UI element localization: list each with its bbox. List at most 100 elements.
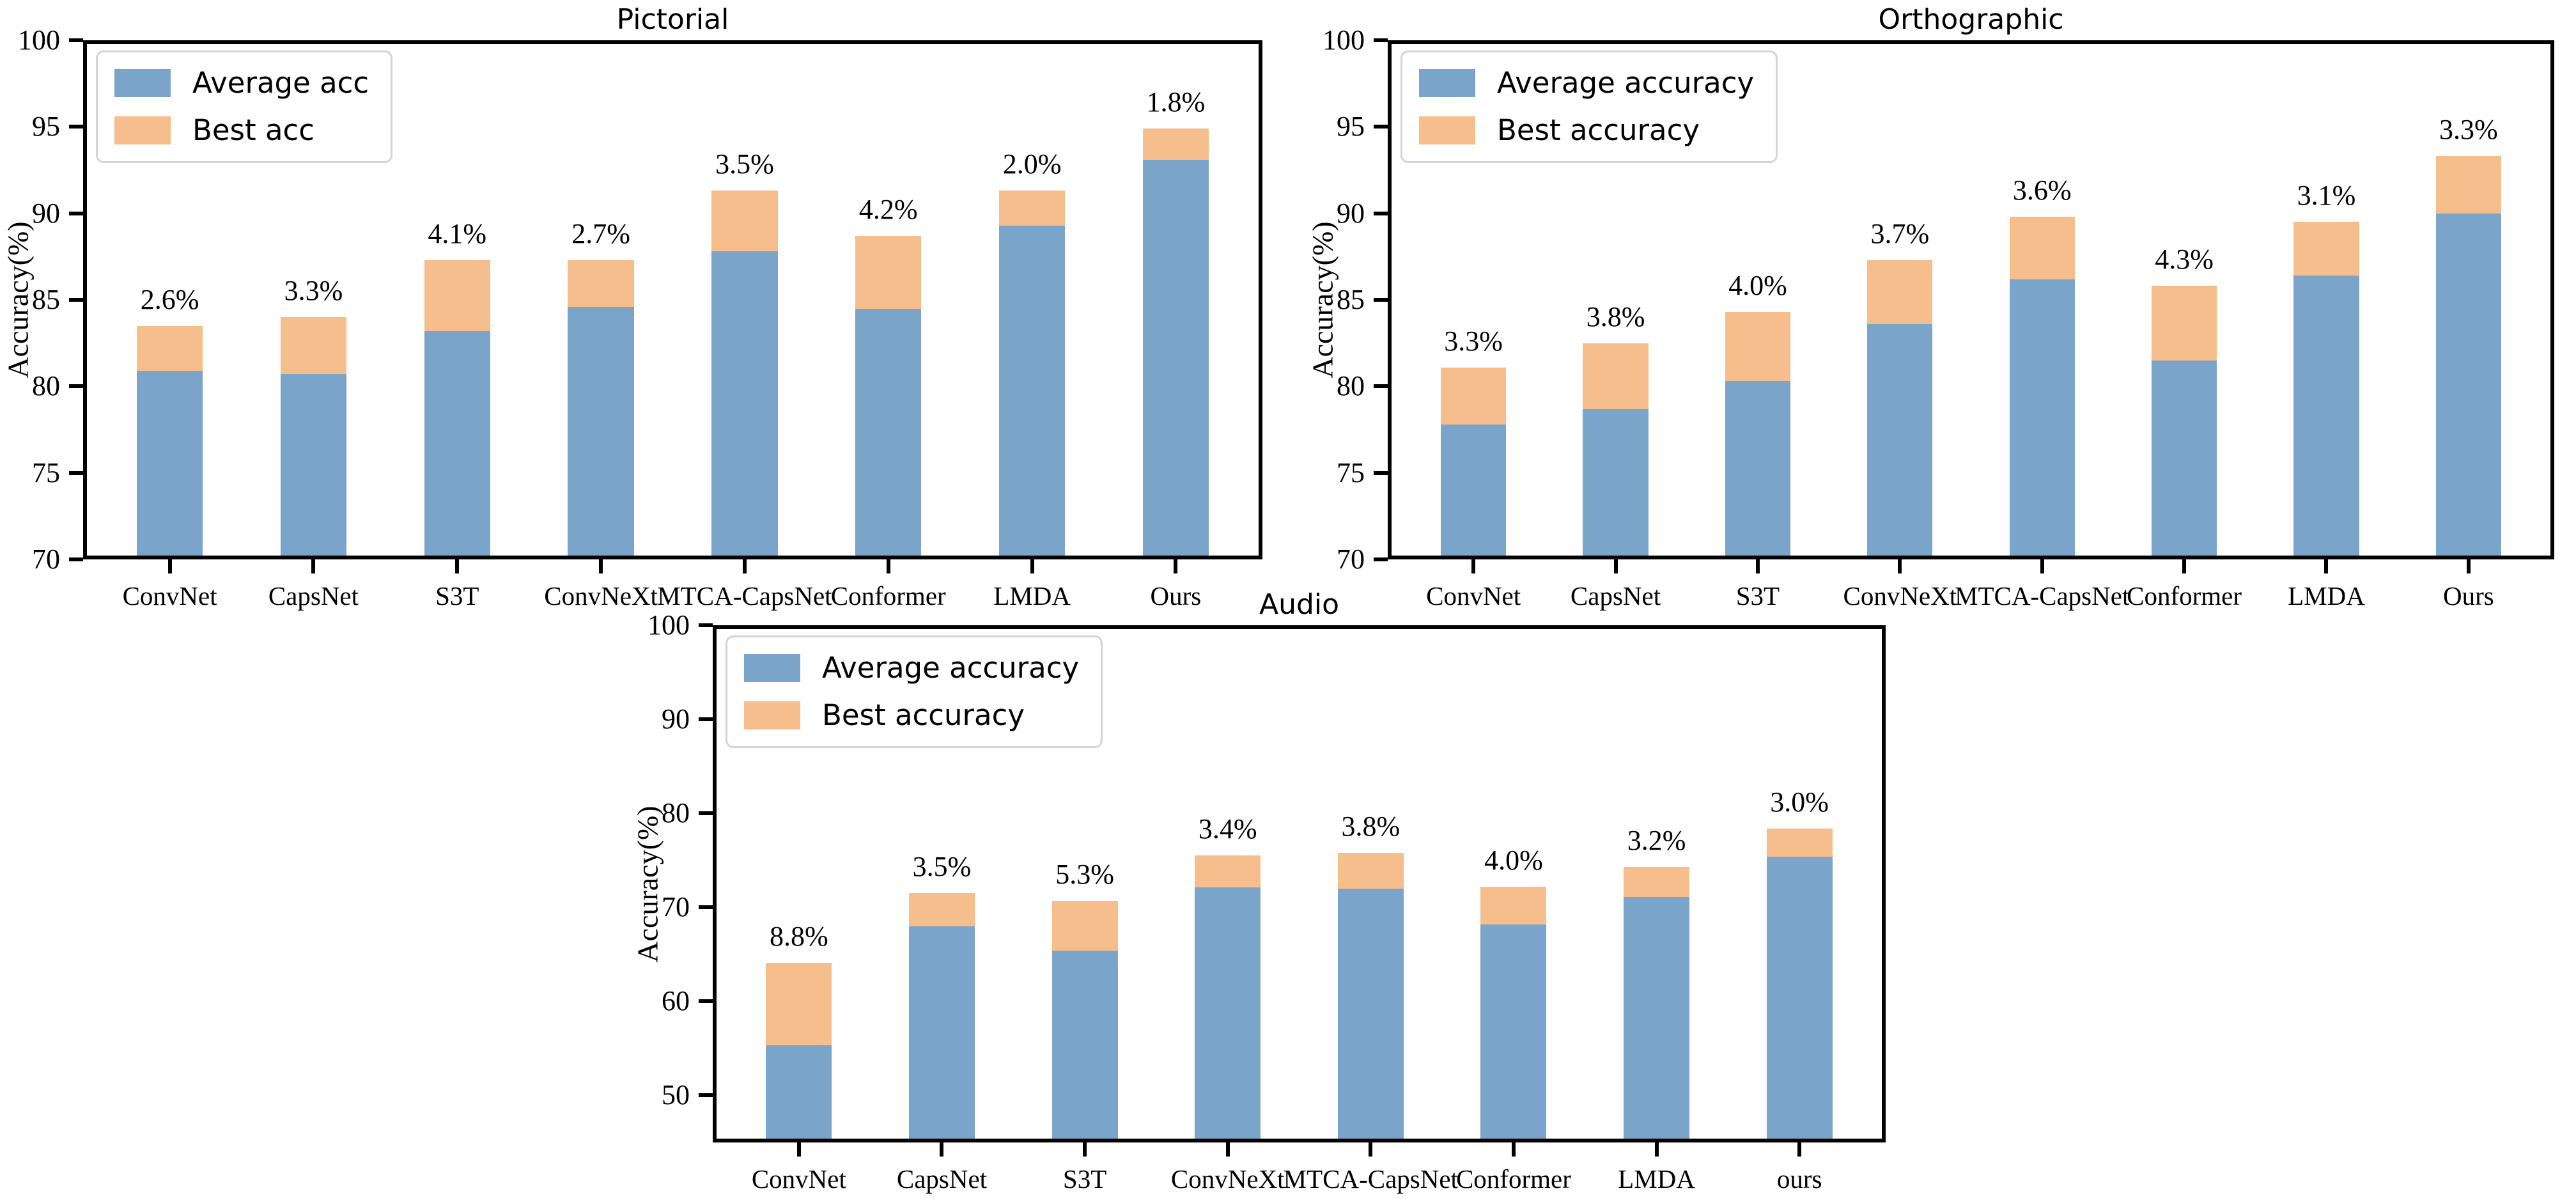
bar-best (1725, 311, 1791, 382)
bar-average (1583, 409, 1649, 556)
x-tick-label: ConvNet (751, 1164, 846, 1194)
bar-value-label: 3.2% (1627, 825, 1686, 857)
bar-average (1440, 424, 1507, 556)
bar-best (998, 191, 1066, 226)
y-tick-mark (69, 38, 83, 42)
bar-value-label: 3.5% (715, 148, 774, 180)
bar-best (766, 963, 832, 1046)
x-tick-label: MTCA-CapsNet (1955, 581, 2130, 611)
x-tick-label: CapsNet (896, 1164, 988, 1194)
bar-value-label: 3.7% (1870, 217, 1930, 249)
x-tick-label: LMDA (2288, 581, 2365, 611)
bar-value-label: 3.5% (912, 851, 972, 883)
legend-label: Average accuracy (1497, 66, 1755, 100)
bar-average (998, 225, 1066, 556)
legend-label: Best accuracy (1497, 113, 1700, 147)
legend-swatch-best (1419, 116, 1475, 144)
bar-average (2435, 213, 2501, 556)
x-tick-label: Conformer (1455, 1164, 1571, 1194)
x-tick-label: LMDA (1618, 1164, 1695, 1194)
legend-label: Average accuracy (822, 651, 1080, 685)
legend-swatch-best (744, 701, 800, 729)
y-tick-mark (1374, 125, 1388, 129)
y-tick-label: 95 (32, 111, 60, 143)
bar-best (2151, 286, 2217, 361)
bar-average (711, 251, 778, 556)
bar-best (1583, 343, 1649, 409)
x-tick-label: S3T (1735, 581, 1780, 611)
legend-row: Best acc (114, 114, 369, 147)
chart-title: Pictorial (616, 3, 729, 36)
bar-value-label: 4.3% (2155, 244, 2214, 276)
bar-best (855, 235, 922, 309)
x-tick-mark (1898, 559, 1902, 573)
bar-best (1624, 867, 1689, 898)
bar-average (1725, 381, 1791, 556)
chart-title: Orthographic (1878, 3, 2064, 36)
y-tick-mark (699, 1093, 713, 1098)
legend: Average accuracy Best accuracy (725, 635, 1103, 748)
y-tick-mark (1374, 298, 1388, 302)
x-tick-label: LMDA (993, 581, 1071, 611)
bar-best (909, 893, 975, 926)
bar-value-label: 2.7% (571, 217, 630, 249)
y-tick-label: 85 (32, 284, 60, 315)
y-tick-mark (699, 811, 713, 816)
y-tick-mark (69, 125, 83, 129)
y-tick-mark (699, 999, 713, 1004)
x-tick-label: ConvNeXt (1843, 581, 1957, 611)
bar-best (2009, 217, 2075, 279)
bar-value-label: 1.8% (1146, 86, 1206, 118)
x-tick-mark (599, 559, 603, 573)
y-tick-mark (69, 384, 83, 389)
y-tick-label: 90 (1337, 197, 1365, 229)
bar-best (1480, 886, 1547, 924)
x-tick-mark (1511, 1142, 1516, 1157)
x-tick-mark (742, 559, 747, 573)
y-tick-mark (1374, 557, 1388, 561)
bar-average (2293, 276, 2359, 556)
x-tick-mark (2466, 559, 2471, 573)
bar-average (1624, 897, 1689, 1139)
x-tick-mark (1797, 1142, 1802, 1157)
bar-value-label: 3.1% (2297, 180, 2356, 212)
y-tick-mark (1374, 384, 1388, 389)
x-tick-label: Conformer (830, 581, 946, 611)
x-tick-label: ConvNeXt (544, 581, 658, 611)
y-tick-label: 95 (1337, 111, 1365, 143)
x-tick-mark (455, 559, 460, 573)
bar-value-label: 4.2% (858, 193, 918, 225)
bar-value-label: 4.0% (1484, 844, 1543, 876)
x-tick-mark (940, 1142, 944, 1157)
bar-value-label: 3.8% (1586, 300, 1645, 332)
bar-value-label: 3.4% (1198, 813, 1257, 845)
y-tick-label: 70 (32, 543, 60, 575)
y-tick-label: 80 (662, 797, 690, 829)
bar-average (1051, 950, 1118, 1139)
x-tick-label: MTCA-CapsNet (657, 581, 832, 611)
y-tick-label: 100 (1323, 24, 1365, 56)
y-tick-label: 80 (32, 370, 60, 402)
y-tick-mark (69, 557, 83, 561)
bar-value-label: 3.3% (1444, 325, 1503, 357)
bar-best (1337, 852, 1404, 889)
bar-best (711, 191, 778, 252)
y-tick-mark (69, 211, 83, 215)
y-tick-label: 75 (1337, 456, 1365, 488)
x-tick-label: Ours (2443, 581, 2494, 611)
x-tick-label: CapsNet (1570, 581, 1661, 611)
bar-value-label: 3.3% (284, 275, 343, 307)
bar-value-label: 2.0% (1002, 148, 1062, 180)
bar-average (1337, 888, 1404, 1139)
x-tick-mark (1030, 559, 1034, 573)
legend-row: Average acc (114, 66, 369, 100)
bar-average (766, 1045, 832, 1139)
x-tick-mark (1755, 559, 1760, 573)
x-tick-mark (1369, 1142, 1373, 1157)
y-tick-label: 100 (648, 609, 690, 641)
legend-swatch-average (1419, 69, 1475, 97)
x-tick-mark (1654, 1142, 1659, 1157)
